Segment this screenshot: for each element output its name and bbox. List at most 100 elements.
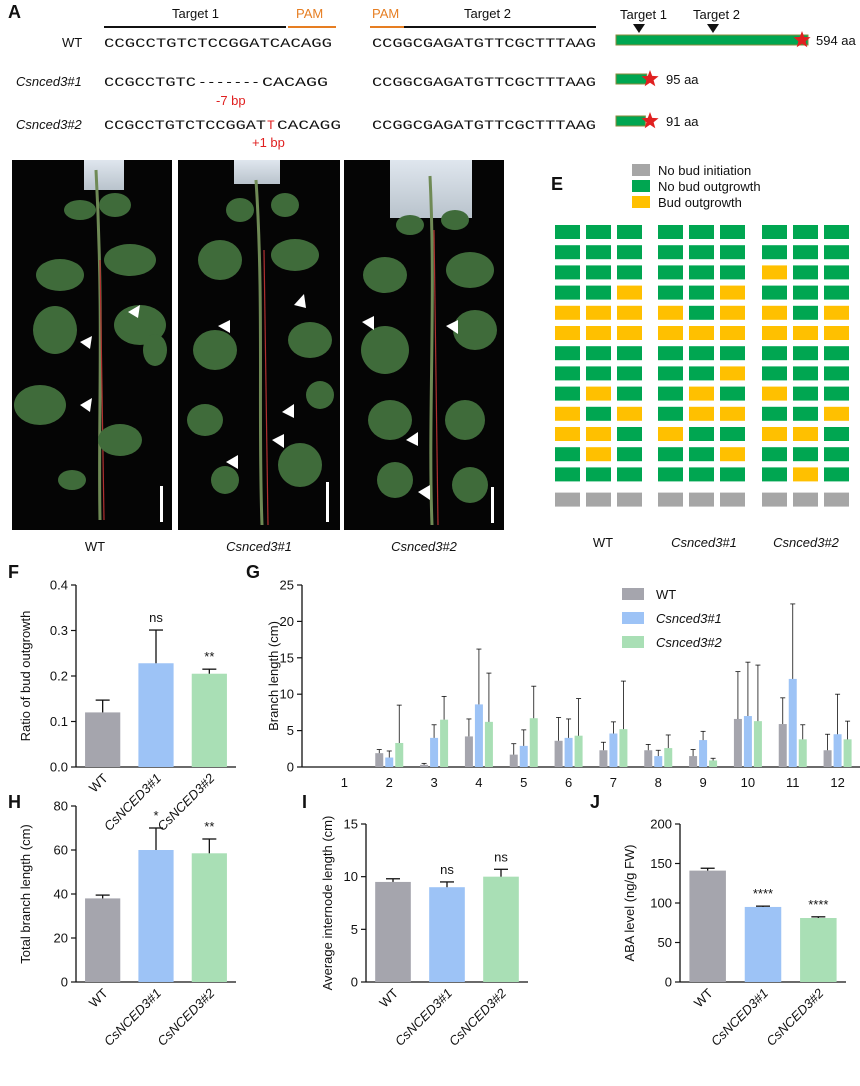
protein-length-label: 91 aa	[666, 114, 699, 129]
bud-cell	[658, 245, 683, 260]
bar	[430, 737, 439, 767]
significance-label: *	[153, 808, 158, 823]
bud-cell-no-initiation	[793, 492, 818, 507]
photo-caption-csnced3-2: Csnced3#2	[391, 539, 458, 554]
bar	[464, 736, 473, 767]
bud-cell	[586, 386, 611, 401]
bar	[375, 881, 411, 982]
bud-cell	[617, 447, 642, 462]
seq2-wt: CCGGCGAGATGTTCGCTTTAAG	[372, 36, 596, 51]
bud-cell	[793, 346, 818, 361]
legend-swatch-outgrowth	[632, 196, 650, 208]
bud-cell	[720, 346, 745, 361]
bud-cell	[824, 326, 849, 340]
bar	[843, 739, 852, 767]
photo-c1-arrowheads	[218, 294, 306, 469]
bar	[85, 712, 121, 767]
y-axis-title: ABA level (ng/g FW)	[622, 844, 637, 961]
bud-cell	[617, 225, 642, 239]
bud-cell	[689, 447, 714, 462]
significance-label: **	[204, 649, 214, 664]
bud-cell	[658, 305, 683, 320]
y-tick-label: 200	[650, 817, 672, 832]
y-tick-label: 0.1	[50, 714, 68, 729]
group-label-csnced3-1: Csnced3#1	[671, 535, 737, 550]
bar	[798, 739, 807, 767]
bar	[484, 721, 493, 767]
x-tick-label: WT	[691, 985, 716, 1010]
panel-letter-i: I	[302, 792, 307, 812]
x-tick-label: WT	[86, 770, 111, 795]
bud-cell	[586, 245, 611, 260]
bud-cell-no-initiation	[555, 492, 580, 507]
bud-cell	[586, 326, 611, 340]
bud-cell	[793, 265, 818, 280]
bar	[699, 740, 708, 767]
bud-cell	[689, 346, 714, 361]
bud-cell	[617, 386, 642, 401]
bud-cell	[720, 305, 745, 320]
seq1-csnced3-2-a: CCGCCTGTCTCCGGAT	[104, 118, 266, 133]
y-axis-title: Total branch length (cm)	[18, 824, 33, 963]
bud-cell	[762, 427, 787, 441]
legend-swatch	[622, 612, 644, 624]
bud-cell	[793, 447, 818, 462]
x-tick-label: 9	[699, 775, 706, 790]
bud-cell	[762, 225, 787, 239]
y-tick-label: 0	[61, 975, 68, 990]
bud-cell	[658, 285, 683, 300]
seq1-csnced3-1-gap: -------	[198, 75, 260, 90]
bud-cell	[586, 285, 611, 300]
legend-swatch	[622, 588, 644, 600]
bud-cell	[555, 427, 580, 441]
bar	[375, 753, 384, 767]
x-tick-label: 11	[786, 775, 800, 790]
pam-label-2: PAM	[372, 6, 399, 21]
bar	[833, 734, 842, 767]
photo-csnced3-2	[344, 160, 504, 530]
legend-swatch-no-initiation	[632, 164, 650, 176]
bud-cell	[793, 386, 818, 401]
bar	[664, 748, 673, 767]
panel-e: No bud initiation No bud outgrowth Bud o…	[555, 163, 849, 550]
x-tick-label: WT	[376, 985, 401, 1010]
bud-cell	[586, 225, 611, 239]
bud-cell	[617, 326, 642, 340]
x-tick-label: 7	[610, 775, 617, 790]
x-tick-label: 12	[830, 775, 844, 790]
bud-cell	[720, 406, 745, 421]
bar	[420, 764, 429, 767]
bud-cell	[658, 406, 683, 421]
gene-marker-target1: Target 1	[620, 7, 667, 22]
bud-cell	[658, 265, 683, 280]
bar	[644, 750, 653, 767]
bud-cell	[555, 326, 580, 340]
bud-cell	[617, 265, 642, 280]
bud-cell-no-initiation	[762, 492, 787, 507]
bar	[138, 850, 174, 982]
y-tick-label: 40	[54, 887, 68, 902]
seq1-wt: CCGCCTGTCTCCGGATCACAGG	[104, 36, 332, 51]
bud-cell	[824, 386, 849, 401]
panel-letter-e: E	[551, 174, 563, 194]
bud-cell	[658, 326, 683, 340]
chart-i: 0 5 10 15 Average internode length (cm) WT ns C…	[320, 816, 528, 1049]
group-label-wt: WT	[593, 535, 613, 550]
significance-label: **	[204, 819, 214, 834]
photo-wt-arrowheads	[80, 305, 140, 412]
bud-cell	[555, 305, 580, 320]
bud-cell	[762, 245, 787, 260]
bar	[191, 853, 227, 982]
bar	[554, 740, 563, 767]
photo-wt	[12, 160, 172, 530]
bar	[654, 756, 663, 767]
x-tick-label: CsNCED3#2	[154, 985, 218, 1049]
photo-wt-sky	[84, 160, 124, 190]
bud-cell	[824, 265, 849, 280]
bud-cell	[555, 245, 580, 260]
bar	[395, 742, 404, 767]
bud-cell	[689, 366, 714, 381]
bud-cell	[555, 467, 580, 482]
photo-csnced3-1	[178, 160, 340, 530]
